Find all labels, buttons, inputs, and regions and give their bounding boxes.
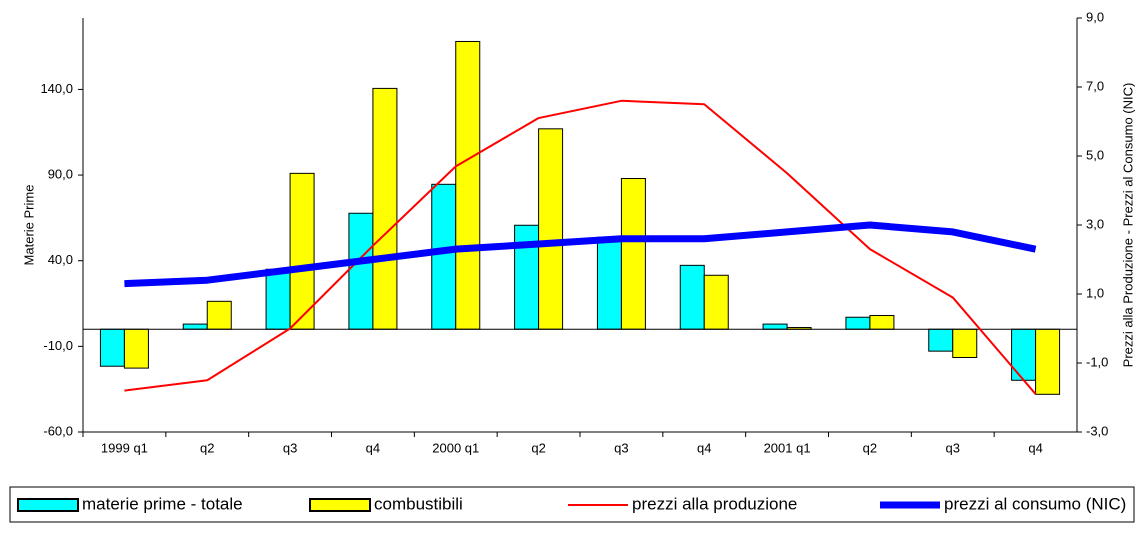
bar [703, 274, 729, 330]
bar [620, 177, 646, 330]
bar [372, 87, 398, 330]
x-tick-label: q4 [697, 440, 711, 455]
line-series [124, 99, 1037, 395]
line-series [124, 221, 1037, 288]
y2-tick-label: 7,0 [1086, 78, 1104, 93]
bar [182, 323, 208, 330]
x-tick-label: 2001 q1 [764, 440, 811, 455]
y-tick-label: 40,0 [48, 252, 73, 267]
bar [1035, 328, 1061, 395]
bar [845, 316, 871, 330]
y-tick-label: -60,0 [43, 423, 73, 438]
x-tick-label: q2 [863, 440, 877, 455]
bar [762, 323, 788, 330]
bar [455, 40, 481, 330]
y2-tick-label: -1,0 [1086, 354, 1108, 369]
x-tick-label: q3 [946, 440, 960, 455]
x-tick-label: q4 [366, 440, 380, 455]
y2-axis-title: Prezzi alla Produzione - Prezzi al Consu… [1120, 83, 1135, 368]
bar [348, 212, 374, 330]
bar [431, 183, 457, 330]
legend-label: prezzi alla produzione [632, 494, 797, 513]
legend-label: prezzi al consumo (NIC) [944, 494, 1126, 513]
y2-tick-label: 1,0 [1086, 285, 1104, 300]
bar [123, 328, 149, 369]
y2-tick-label: 9,0 [1086, 9, 1104, 24]
plot-area [83, 18, 1077, 432]
x-tick-label: q2 [200, 440, 214, 455]
bar [952, 328, 978, 358]
y-tick-label: 140,0 [40, 81, 73, 96]
x-tick-label: 1999 q1 [101, 440, 148, 455]
bar [265, 268, 291, 330]
legend-swatch [309, 498, 371, 512]
y-axis-title: Materie Prime [21, 185, 36, 266]
bar [206, 300, 232, 330]
y2-tick-label: 3,0 [1086, 216, 1104, 231]
legend-swatch [17, 498, 79, 512]
x-tick-label: 2000 q1 [432, 440, 479, 455]
x-tick-label: q3 [283, 440, 297, 455]
y-tick-label: -10,0 [43, 338, 73, 353]
x-tick-label: q4 [1028, 440, 1042, 455]
bar [596, 236, 622, 330]
bar [679, 264, 705, 330]
legend-label: materie prime - totale [82, 494, 243, 513]
bar [99, 328, 125, 367]
x-tick-label: q2 [531, 440, 545, 455]
legend-label: combustibili [374, 494, 463, 513]
x-tick-label: q3 [614, 440, 628, 455]
y2-tick-label: -3,0 [1086, 423, 1108, 438]
bar [538, 128, 564, 330]
y2-tick-label: 5,0 [1086, 147, 1104, 162]
legend: materie prime - totale combustibili prezzi… [17, 494, 1126, 513]
bar [869, 315, 895, 330]
bar [289, 172, 315, 330]
bar [928, 328, 954, 352]
y-tick-label: 90,0 [48, 167, 73, 182]
bar [1011, 328, 1037, 381]
